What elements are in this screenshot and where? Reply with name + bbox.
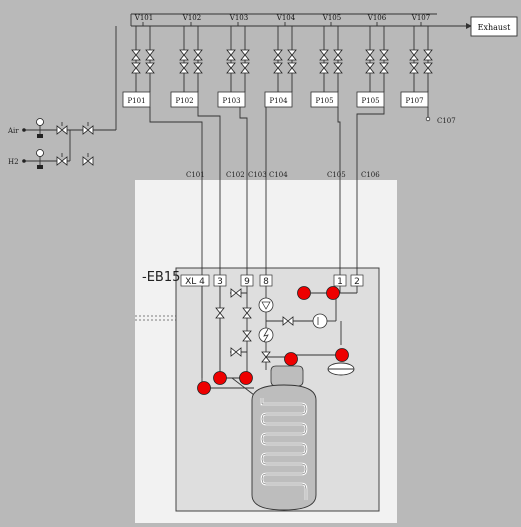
port-label: 9	[244, 277, 250, 287]
column-valve-icon	[333, 49, 343, 61]
pump-label: P102	[175, 97, 193, 105]
column-valve-icon	[273, 62, 283, 74]
air-label: Air	[7, 127, 19, 135]
port-label: 8	[263, 277, 269, 287]
port-label: 2	[354, 277, 360, 287]
pump-label: P104	[269, 97, 288, 105]
valve-columns	[131, 22, 433, 92]
connector-label: C105	[327, 171, 346, 179]
gas-input-lines	[24, 26, 117, 168]
column-valve-icon	[423, 49, 433, 61]
port-labels: XL 4 3 9 8 1 2	[180, 274, 364, 287]
pump-label: P105	[361, 97, 379, 105]
column-valve-icon	[319, 62, 329, 74]
column-valve-icon	[409, 62, 419, 74]
column-valve-icon	[365, 49, 375, 61]
h2-label: H2	[8, 158, 19, 166]
port-label: XL 4	[185, 277, 205, 287]
port-label: 3	[217, 277, 223, 287]
column-valve-icon	[179, 49, 189, 61]
sensor-marker	[197, 381, 211, 395]
pump-boxes: P101 P102 P103 P104 P105 P105 P107	[122, 91, 429, 108]
column-valve-icon	[145, 62, 155, 74]
pump-label: P103	[222, 97, 240, 105]
column-valve-icon	[226, 62, 236, 74]
column-valve-icon	[379, 62, 389, 74]
valve-label: V104	[276, 14, 296, 22]
device-label: -EB15	[142, 270, 180, 285]
pump-label: P105	[315, 97, 333, 105]
column-valve-icon	[273, 49, 283, 61]
main-vessel	[251, 384, 317, 511]
column-valve-icon	[240, 49, 250, 61]
column-valve-icon	[423, 62, 433, 74]
valve-label: V101	[134, 14, 153, 22]
column-valve-icon	[287, 49, 297, 61]
column-valve-icon	[226, 49, 236, 61]
port-label: 1	[337, 277, 343, 287]
connector-label: C104	[269, 171, 288, 179]
column-valve-icon	[193, 49, 203, 61]
connector-label: C106	[361, 171, 380, 179]
column-valve-icon	[193, 62, 203, 74]
column-valve-icon	[131, 49, 141, 61]
pump-label: P101	[127, 97, 145, 105]
feed-lines	[149, 107, 429, 378]
column-valve-icon	[333, 62, 343, 74]
sensor-marker	[297, 286, 311, 300]
column-valve-icon	[409, 49, 419, 61]
sensor-marker	[284, 352, 298, 366]
valve-label: V105	[322, 14, 341, 22]
valve-label: V106	[367, 14, 387, 22]
sensor-marker	[213, 371, 227, 385]
column-valve-icon	[365, 62, 375, 74]
valve-label: V102	[182, 14, 201, 22]
c107-label: C107	[437, 117, 456, 125]
column-valve-icon	[179, 62, 189, 74]
exhaust-label: Exhaust	[478, 23, 512, 32]
valve-label: V103	[229, 14, 248, 22]
top-valve-labels: V101 V102 V103 V104 V105 V106 V107	[134, 14, 430, 22]
sensor-marker	[326, 286, 340, 300]
column-valve-icon	[145, 49, 155, 61]
column-valve-icon	[379, 49, 389, 61]
connector-labels: C101 C102 C103 C104 C105 C106	[186, 171, 380, 179]
column-valve-icon	[240, 62, 250, 74]
column-valve-icon	[319, 49, 329, 61]
column-valve-icon	[287, 62, 297, 74]
connector-label: C103	[248, 171, 267, 179]
column-valve-icon	[131, 62, 141, 74]
exhaust-box	[470, 16, 518, 37]
sensor-markers	[197, 286, 349, 395]
sensor-marker	[335, 348, 349, 362]
exhaust-manifold	[130, 13, 472, 27]
connector-label: C102	[226, 171, 245, 179]
valve-label: V107	[411, 14, 430, 22]
sensor-marker	[239, 371, 253, 385]
connector-label: C101	[186, 171, 205, 179]
pump-label: P107	[405, 97, 423, 105]
